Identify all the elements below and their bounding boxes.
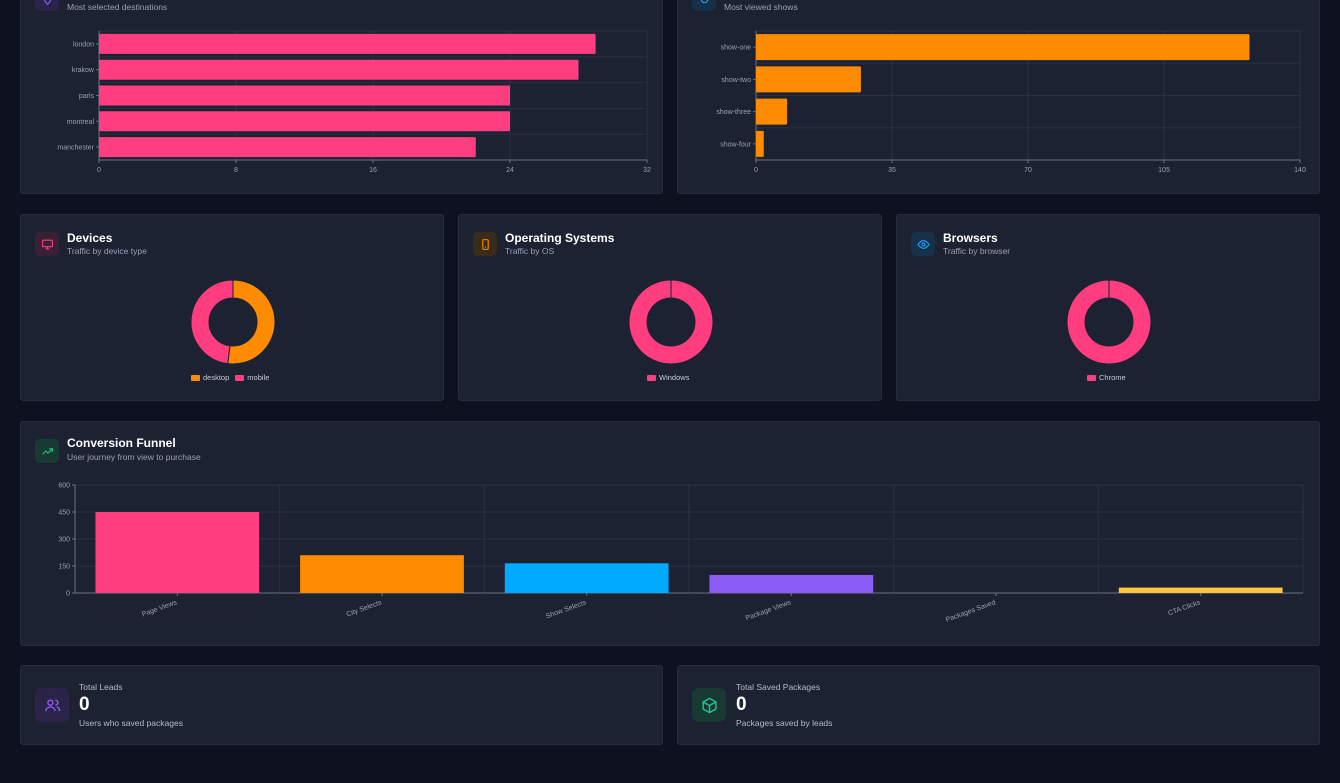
users-icon bbox=[35, 688, 69, 722]
bar-page-views bbox=[95, 512, 260, 593]
saved-packages-value: 0 bbox=[736, 694, 747, 715]
legend-item-chrome[interactable]: Chrome bbox=[1087, 373, 1126, 382]
bar-paris bbox=[99, 85, 510, 106]
y-tick-label: 0 bbox=[66, 591, 70, 598]
x-tick-label: Package Views bbox=[745, 599, 793, 622]
smartphone-icon bbox=[473, 232, 497, 256]
eye-icon bbox=[911, 232, 935, 256]
x-tick-label: Show Selects bbox=[545, 599, 588, 620]
devices-subtitle: Traffic by device type bbox=[67, 246, 147, 256]
x-tick-label: 32 bbox=[643, 167, 651, 174]
devices-card: Devices Traffic by device type desktop m… bbox=[20, 214, 444, 401]
ticket-icon bbox=[692, 0, 716, 11]
funnel-subtitle: User journey from view to purchase bbox=[67, 452, 201, 462]
bar-show-four bbox=[756, 130, 764, 157]
y-tick-label-show-one: show-one bbox=[721, 45, 751, 52]
y-tick-label-krakow: krakow bbox=[72, 67, 95, 74]
slice-mobile bbox=[190, 279, 234, 365]
package-icon bbox=[692, 688, 726, 722]
x-tick-label: 16 bbox=[369, 167, 377, 174]
y-tick-label: 450 bbox=[58, 510, 70, 517]
total-leads-sub: Users who saved packages bbox=[79, 718, 183, 728]
os-title: Operating Systems bbox=[505, 231, 615, 245]
funnel-chart: 0 150 300 450 600 Page Views City Selects Show… bbox=[58, 483, 1304, 624]
bar-manchester bbox=[99, 137, 476, 158]
browsers-doughnut bbox=[1066, 279, 1152, 365]
bar-montreal bbox=[99, 111, 510, 132]
x-tick-label: 24 bbox=[506, 167, 514, 174]
os-card: Operating Systems Traffic by OS Windows bbox=[458, 214, 882, 401]
bar-london bbox=[99, 33, 596, 54]
shows-card: Most viewed shows show-one show-two show-t… bbox=[677, 0, 1320, 194]
x-tick-label: 105 bbox=[1158, 167, 1170, 174]
bar-show-one bbox=[756, 34, 1250, 61]
x-tick-label: 70 bbox=[1024, 167, 1032, 174]
bar-krakow bbox=[99, 59, 579, 80]
browsers-title: Browsers bbox=[943, 231, 998, 245]
legend-item-desktop[interactable]: desktop bbox=[191, 373, 229, 382]
os-subtitle: Traffic by OS bbox=[505, 246, 555, 256]
bar-city-selects bbox=[300, 555, 464, 593]
bar-show-two bbox=[756, 66, 861, 93]
x-tick-label: 140 bbox=[1294, 167, 1306, 174]
devices-doughnut bbox=[190, 279, 276, 365]
saved-packages-sub: Packages saved by leads bbox=[736, 718, 833, 728]
x-tick-label: 35 bbox=[888, 167, 896, 174]
legend-item-mobile[interactable]: mobile bbox=[235, 373, 269, 382]
shows-subtitle: Most viewed shows bbox=[724, 2, 798, 12]
os-doughnut bbox=[628, 279, 714, 365]
browsers-subtitle: Traffic by browser bbox=[943, 246, 1011, 256]
y-tick-label: 300 bbox=[58, 537, 70, 544]
y-tick-label: 150 bbox=[58, 564, 70, 571]
destinations-chart: london krakow paris montreal manchester 0 8 16… bbox=[57, 30, 651, 174]
saved-packages-card: Total Saved Packages 0 Packages saved by… bbox=[677, 665, 1320, 745]
x-tick-label: Packages Saved bbox=[945, 599, 997, 624]
browsers-card: Browsers Traffic by browser Chrome bbox=[896, 214, 1320, 401]
bar-package-views bbox=[709, 575, 874, 593]
bar-show-selects bbox=[504, 563, 669, 593]
devices-legend: desktop mobile bbox=[191, 373, 269, 382]
x-tick-label: Page Views bbox=[141, 599, 178, 618]
destinations-subtitle: Most selected destinations bbox=[67, 2, 168, 12]
y-tick-label-paris: paris bbox=[79, 93, 95, 100]
y-tick-label-show-four: show-four bbox=[720, 141, 751, 148]
x-tick-label: 0 bbox=[754, 167, 758, 174]
slice-Chrome bbox=[1066, 279, 1152, 365]
y-tick-label-manchester: manchester bbox=[57, 145, 94, 152]
shows-chart: show-one show-two show-three show-four 0 35 7… bbox=[716, 30, 1306, 174]
legend-item-windows[interactable]: Windows bbox=[647, 373, 689, 382]
x-tick-label: 8 bbox=[234, 167, 238, 174]
slice-Windows bbox=[628, 279, 714, 365]
destinations-card: Most selected destinations london krakow p… bbox=[20, 0, 663, 194]
y-tick-label-montreal: montreal bbox=[67, 119, 95, 126]
saved-packages-label: Total Saved Packages bbox=[736, 682, 821, 692]
bar-show-three bbox=[756, 98, 788, 125]
total-leads-value: 0 bbox=[79, 694, 90, 715]
bar-cta-clicks bbox=[1118, 587, 1283, 593]
y-tick-label-london: london bbox=[73, 41, 94, 48]
x-tick-label: City Selects bbox=[346, 599, 384, 618]
trending-up-icon bbox=[35, 439, 59, 463]
browsers-legend: Chrome bbox=[1087, 373, 1126, 382]
y-tick-label-show-three: show-three bbox=[716, 109, 751, 116]
map-pin-icon bbox=[35, 0, 59, 11]
total-leads-label: Total Leads bbox=[79, 682, 123, 692]
x-tick-label: CTA Clicks bbox=[1167, 599, 1202, 617]
os-legend: Windows bbox=[647, 373, 689, 382]
funnel-title: Conversion Funnel bbox=[67, 436, 176, 450]
total-leads-card: Total Leads 0 Users who saved packages bbox=[20, 665, 663, 745]
y-tick-label: 600 bbox=[58, 483, 70, 490]
funnel-card: Conversion Funnel User journey from view… bbox=[20, 421, 1320, 646]
x-tick-label: 0 bbox=[97, 167, 101, 174]
monitor-icon bbox=[35, 232, 59, 256]
slice-desktop bbox=[227, 279, 276, 365]
y-tick-label-show-two: show-two bbox=[721, 77, 751, 84]
devices-title: Devices bbox=[67, 231, 113, 245]
